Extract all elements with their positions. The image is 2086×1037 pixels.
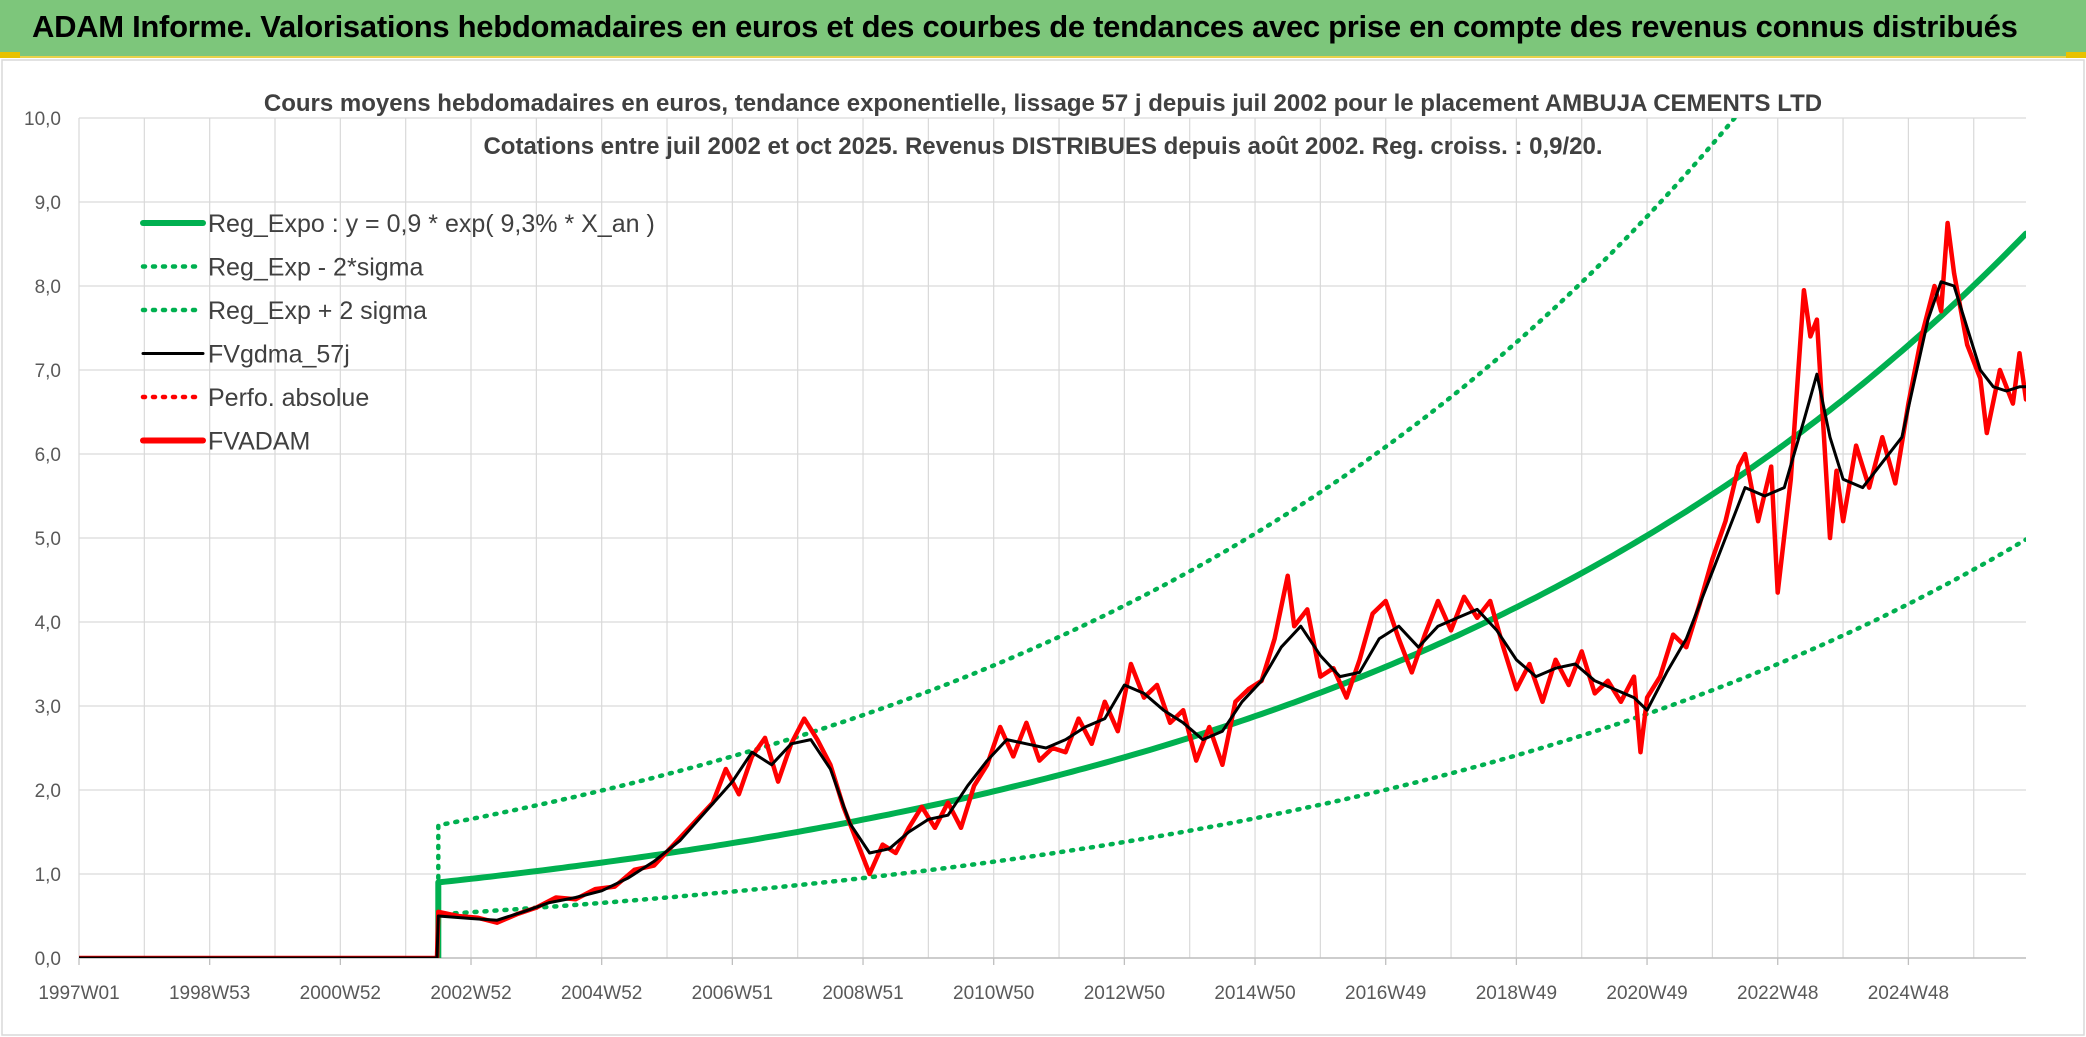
y-tick-label: 0,0 bbox=[35, 949, 61, 970]
page-title: ADAM Informe. Valorisations hebdomadaire… bbox=[32, 9, 2018, 44]
x-tick-label: 2016W49 bbox=[1345, 983, 1426, 1004]
y-tick-label: 7,0 bbox=[35, 361, 61, 382]
grid bbox=[78, 117, 2026, 959]
legend-label: Perfo. absolue bbox=[208, 384, 369, 412]
y-tick-label: 2,0 bbox=[35, 781, 61, 802]
x-tick-label: 1998W53 bbox=[169, 983, 250, 1004]
y-tick-label: 10,0 bbox=[24, 109, 61, 130]
chart-frame bbox=[1, 59, 2085, 1036]
legend-label: Reg_Expo : y = 0,9 * exp( 9,3% * X_an ) bbox=[208, 210, 655, 238]
x-tick-label: 2018W49 bbox=[1476, 983, 1557, 1004]
x-tick-label: 2002W52 bbox=[430, 983, 511, 1004]
y-tick-label: 6,0 bbox=[35, 445, 61, 466]
chart-area: 0,0 1,0 2,0 3,0 4,0 5,0 6,0 7,0 8,0 9,0 10,0 1997W0… bbox=[0, 58, 2086, 1037]
y-tick-label: 8,0 bbox=[35, 277, 61, 298]
y-tick-label: 3,0 bbox=[35, 697, 61, 718]
legend-label: FVADAM bbox=[208, 428, 310, 456]
y-tick-label: 4,0 bbox=[35, 613, 61, 634]
legend-label: Reg_Exp - 2*sigma bbox=[208, 254, 423, 282]
series-line-3 bbox=[79, 280, 2026, 958]
x-tick-label: 2010W50 bbox=[953, 983, 1034, 1004]
chart-svg: 0,0 1,0 2,0 3,0 4,0 5,0 6,0 7,0 8,0 9,0 10,0 1997W0… bbox=[1, 59, 2085, 1036]
x-tick-label: 2024W48 bbox=[1868, 983, 1949, 1004]
y-tick-label: 1,0 bbox=[35, 865, 61, 886]
series-group bbox=[79, 118, 2026, 958]
x-tick-label: 2000W52 bbox=[300, 983, 381, 1004]
x-tick-label: 2008W51 bbox=[822, 983, 903, 1004]
series-line-5 bbox=[79, 220, 2026, 958]
x-tick-label: 2014W50 bbox=[1214, 983, 1295, 1004]
legend-label: FVgdma_57j bbox=[208, 341, 350, 369]
legend: Reg_Expo : y = 0,9 * exp( 9,3% * X_an ) R… bbox=[140, 210, 655, 456]
y-tick-label: 9,0 bbox=[35, 193, 61, 214]
corner-mark-left bbox=[0, 52, 20, 58]
y-tick-label: 5,0 bbox=[35, 529, 61, 550]
chart-title-line2: Cotations entre juil 2002 et oct 2025. R… bbox=[483, 133, 1602, 160]
x-tick-label: 2012W50 bbox=[1084, 983, 1165, 1004]
x-tick-label: 2006W51 bbox=[692, 983, 773, 1004]
corner-mark-right bbox=[2066, 52, 2086, 58]
x-tick-label: 2020W49 bbox=[1606, 983, 1687, 1004]
x-tick-label: 2004W52 bbox=[561, 983, 642, 1004]
series-line-1 bbox=[436, 537, 2026, 958]
chart-titles: Cours moyens hebdomadaires en euros, ten… bbox=[264, 90, 1822, 160]
x-tick-label: 2022W48 bbox=[1737, 983, 1818, 1004]
header-bar: ADAM Informe. Valorisations hebdomadaire… bbox=[0, 0, 2086, 58]
x-tick-label: 1997W01 bbox=[38, 983, 119, 1004]
chart-title-line1: Cours moyens hebdomadaires en euros, ten… bbox=[264, 90, 1822, 117]
series-line-2 bbox=[436, 118, 1738, 958]
legend-label: Reg_Exp + 2 sigma bbox=[208, 297, 427, 325]
